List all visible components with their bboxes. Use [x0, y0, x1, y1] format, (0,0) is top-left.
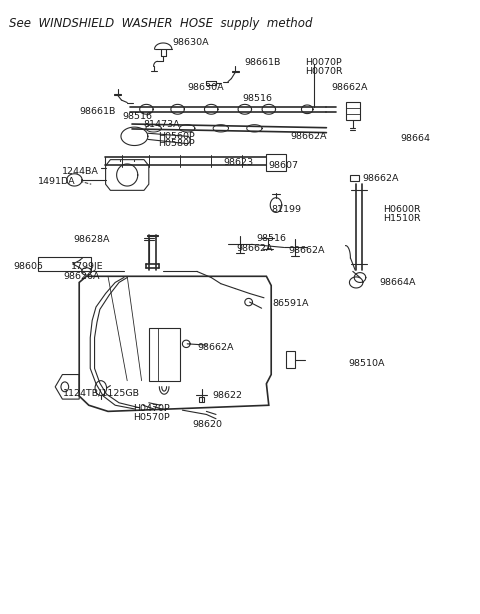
- Text: H0470P: H0470P: [133, 405, 170, 413]
- Bar: [199, 397, 204, 402]
- Text: 98626A: 98626A: [63, 272, 100, 281]
- Text: H0570P: H0570P: [133, 413, 170, 422]
- Bar: [38, 257, 91, 271]
- Text: H0580P: H0580P: [158, 139, 195, 148]
- Text: 98622: 98622: [212, 391, 242, 400]
- Text: See  WINDSHIELD  WASHER  HOSE  supply  method: See WINDSHIELD WASHER HOSE supply method: [9, 17, 312, 30]
- Text: 98510A: 98510A: [348, 359, 385, 368]
- Text: 98630A: 98630A: [187, 83, 224, 91]
- Text: 98620: 98620: [192, 421, 222, 429]
- Text: 81473A: 81473A: [143, 120, 180, 128]
- Text: 98664: 98664: [401, 134, 431, 142]
- Text: 98516: 98516: [122, 112, 153, 121]
- Text: 98630A: 98630A: [173, 39, 209, 47]
- Text: 1491DA: 1491DA: [37, 177, 75, 186]
- Text: 98661B: 98661B: [245, 58, 281, 67]
- Text: 98664A: 98664A: [379, 278, 416, 287]
- Text: H0070P: H0070P: [305, 58, 342, 67]
- Text: 1799JE: 1799JE: [71, 262, 104, 271]
- Text: 98662A: 98662A: [288, 246, 324, 255]
- Text: 98623: 98623: [223, 158, 253, 166]
- Text: H0070R: H0070R: [305, 67, 342, 76]
- Text: 86591A: 86591A: [273, 299, 309, 308]
- Bar: [149, 328, 180, 381]
- Text: 98607: 98607: [269, 161, 299, 170]
- Text: 98516: 98516: [242, 94, 272, 103]
- Text: 1124TB/1125GB: 1124TB/1125GB: [63, 389, 140, 397]
- Text: H0600R: H0600R: [383, 206, 420, 214]
- Text: 1244BA: 1244BA: [61, 168, 98, 176]
- Text: 98662A: 98662A: [362, 174, 399, 182]
- Bar: [266, 154, 286, 171]
- Text: H1510R: H1510R: [383, 214, 420, 223]
- Text: 98662A: 98662A: [236, 244, 273, 252]
- Text: 98662A: 98662A: [331, 83, 368, 91]
- Text: 98662A: 98662A: [198, 343, 234, 352]
- Bar: [350, 175, 359, 181]
- Bar: [286, 351, 295, 368]
- Text: 98661B: 98661B: [79, 107, 116, 116]
- Text: H0560P: H0560P: [158, 132, 195, 141]
- Text: 98662A: 98662A: [290, 132, 327, 141]
- Text: 81199: 81199: [271, 206, 301, 214]
- Text: 98628A: 98628A: [73, 235, 109, 244]
- Text: 98605: 98605: [13, 262, 43, 271]
- Text: 98516: 98516: [257, 234, 287, 243]
